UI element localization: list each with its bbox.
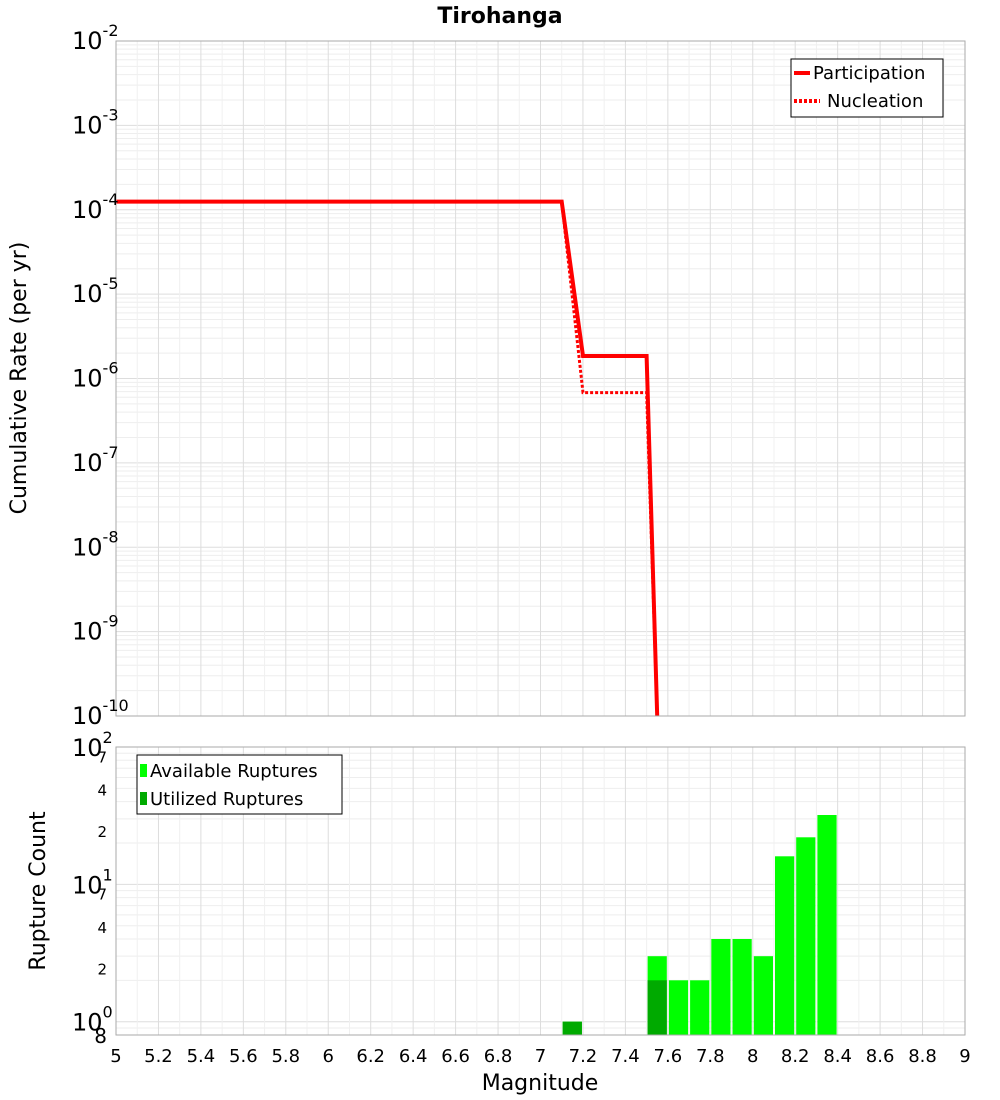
x-tick-label: 5 [110, 1046, 121, 1067]
x-tick-label: 8.8 [908, 1046, 937, 1067]
available-ruptures-bar [775, 856, 795, 1035]
utilized-ruptures-bar [647, 980, 667, 1035]
count-y-minor-label: 4 [97, 919, 107, 937]
rate-y-tick-label: 10-10 [72, 696, 129, 730]
rate-chart: 10-10 10-9 10-8 10-7 10-6 10-5 10-4 10-3 10-2 Cu… [7, 21, 966, 730]
rate-y-tick-label: 10-5 [72, 274, 119, 308]
rate-y-tick-label: 10-9 [72, 612, 119, 646]
legend-participation-label: Participation [813, 63, 925, 84]
rate-y-tick-label: 10-2 [72, 21, 119, 55]
available-ruptures-bar [753, 956, 773, 1035]
x-tick-label: 7 [535, 1046, 546, 1067]
rate-y-tick-label: 10-6 [72, 359, 119, 393]
rate-y-axis-label: Cumulative Rate (per yr) [7, 242, 32, 515]
available-ruptures-bar [668, 980, 689, 1035]
x-tick-label: 6.4 [399, 1046, 428, 1067]
x-tick-label: 6.2 [356, 1046, 385, 1067]
count-y-minor-label: 4 [97, 782, 107, 800]
count-legend: Available Ruptures Utilized Ruptures [136, 754, 343, 815]
rate-y-tick-label: 10-7 [72, 443, 119, 477]
x-tick-label: 6 [323, 1046, 334, 1067]
rate-plot-border [115, 40, 966, 717]
x-tick-label: 5.6 [229, 1046, 258, 1067]
count-y-minor-label: 8 [94, 1024, 107, 1048]
x-tick-label: 8 [747, 1046, 758, 1067]
legend-nucleation-label: Nucleation [827, 91, 923, 112]
count-y-major-label: 102 [72, 728, 113, 762]
count-y-major-label: 101 [72, 865, 113, 899]
x-tick-label: 6.6 [441, 1046, 470, 1067]
x-tick-label: 7.2 [569, 1046, 598, 1067]
chart-title: Tirohanga [437, 4, 562, 29]
count-legend-box [136, 754, 343, 815]
rate-y-tick-label: 10-4 [72, 190, 119, 224]
nucleation-series-line [116, 200, 659, 716]
x-tick-label: 5.2 [144, 1046, 173, 1067]
rate-grid [115, 41, 966, 717]
rate-legend-box [790, 58, 944, 118]
x-tick-label: 8.6 [866, 1046, 895, 1067]
x-tick-label: 8.2 [781, 1046, 810, 1067]
x-tick-label: 5.4 [187, 1046, 216, 1067]
rate-y-tick-label: 10-8 [72, 527, 119, 561]
count-y-minor-label: 7 [97, 886, 107, 904]
utilized-ruptures-bar [562, 1021, 582, 1035]
rupture-count-chart: 100 101 102 8 2 4 7 2 4 7 5 5.2 5.4 5.6 5.8 6 6.2 6.4 6.6… [26, 728, 971, 1096]
available-ruptures-bar [817, 815, 837, 1035]
count-bars [562, 815, 837, 1035]
rate-y-tick-label: 10-3 [72, 105, 119, 139]
x-axis-label: Magnitude [482, 1071, 599, 1096]
available-ruptures-bar [690, 980, 710, 1035]
count-y-minor-label: 7 [97, 748, 107, 766]
legend-available-swatch [140, 764, 147, 777]
count-y-minor-label: 2 [97, 823, 107, 841]
count-plot-border [115, 746, 966, 1036]
x-tick-label: 6.8 [484, 1046, 513, 1067]
x-tick-label: 9 [959, 1046, 970, 1067]
count-y-major-label: 100 [72, 1003, 113, 1037]
x-tick-label: 7.4 [611, 1046, 640, 1067]
count-y-ticks: 100 101 102 8 2 4 7 2 4 7 [72, 728, 113, 1048]
count-y-minor-label: 2 [97, 960, 107, 978]
x-tick-label: 7.8 [696, 1046, 725, 1067]
legend-utilized-swatch [140, 792, 147, 805]
rate-legend: Participation Nucleation [790, 58, 944, 118]
rate-y-ticks: 10-10 10-9 10-8 10-7 10-6 10-5 10-4 10-3 10-2 [72, 21, 129, 730]
x-tick-label: 5.8 [271, 1046, 300, 1067]
x-tick-label: 7.6 [654, 1046, 683, 1067]
legend-available-label: Available Ruptures [150, 761, 318, 782]
count-y-axis-label: Rupture Count [26, 811, 51, 971]
available-ruptures-bar [732, 939, 752, 1035]
rate-series [116, 199, 660, 716]
available-ruptures-bar [711, 939, 731, 1035]
count-x-ticks: 5 5.2 5.4 5.6 5.8 6 6.2 6.4 6.6 6.8 7 7.2 7.4 7.6 7.8 8… [110, 1046, 970, 1067]
x-tick-label: 8.4 [823, 1046, 852, 1067]
legend-utilized-label: Utilized Ruptures [150, 789, 303, 810]
available-ruptures-bar [796, 837, 816, 1035]
